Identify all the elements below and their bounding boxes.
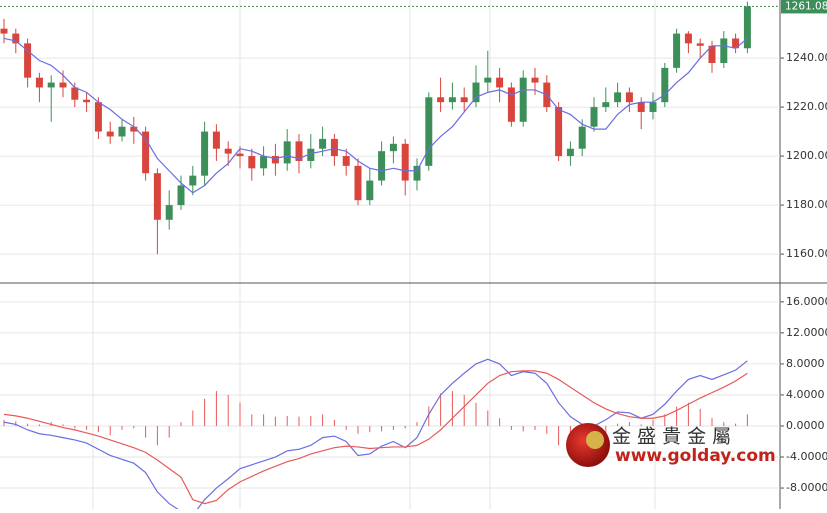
candle-body <box>413 165 421 181</box>
dif-line <box>3 358 748 509</box>
candle-body <box>307 148 315 161</box>
candle-body <box>531 77 539 83</box>
candle-body <box>236 153 244 157</box>
axes: 1160.00 1180.00 1200.00 1220.00 1240.00 1261.… <box>0 0 827 494</box>
candle-body <box>189 175 197 186</box>
candle-body <box>94 102 102 132</box>
candle-body <box>319 138 327 149</box>
candle-body <box>248 156 256 169</box>
candle-body <box>224 148 232 154</box>
candle-body <box>614 92 622 103</box>
y-tick-label: 1200.00 <box>786 149 827 162</box>
y-tick-label: -8.0000 <box>786 481 827 494</box>
candle-body <box>142 131 150 174</box>
candle-body <box>590 107 598 127</box>
candle-body <box>165 205 173 220</box>
y-tick-label: 0.0000 <box>786 419 825 432</box>
last-price-box <box>781 0 827 14</box>
candle-body <box>425 97 433 166</box>
candle-body <box>271 156 279 164</box>
y-tick-label: 1180.00 <box>786 198 827 211</box>
candle-body <box>35 77 43 88</box>
candle-body <box>696 43 704 46</box>
y-tick-label: 1220.00 <box>786 100 827 113</box>
candle-body <box>260 156 268 169</box>
candle-body <box>153 173 161 220</box>
candle-body <box>106 131 114 137</box>
candle-body <box>59 82 67 88</box>
candle-body <box>389 143 397 152</box>
last-price-label: 1261.08 <box>785 0 827 12</box>
candle-body <box>743 6 751 49</box>
y-tick-label: 16.0000 <box>786 295 827 308</box>
candle-body <box>649 102 657 112</box>
candle-body <box>401 143 409 181</box>
price-panel <box>0 1 780 255</box>
candle-body <box>283 141 291 164</box>
candle-body <box>708 45 716 63</box>
y-tick-label: 8.0000 <box>786 357 825 370</box>
candle-body <box>625 92 633 103</box>
candle-body <box>519 77 527 122</box>
candle-body <box>507 87 515 122</box>
candle-body <box>637 102 645 112</box>
candle-body <box>0 28 8 34</box>
candle-body <box>673 33 681 68</box>
candle-body <box>201 131 209 176</box>
y-tick-label: 1240.00 <box>786 51 827 64</box>
candle-body <box>566 148 574 157</box>
candle-body <box>47 82 55 88</box>
candle-body <box>437 97 445 103</box>
candle-body <box>354 165 362 201</box>
candle-body <box>177 185 185 206</box>
candle-body <box>496 77 504 88</box>
y-tick-label: -4.0000 <box>786 450 827 463</box>
candle-body <box>212 131 220 149</box>
candle-body <box>684 33 692 44</box>
candle-body <box>602 102 610 108</box>
watermark-url: www.golday.com <box>615 446 776 466</box>
candle-body <box>118 126 126 137</box>
candle-body <box>661 67 669 103</box>
candle-body <box>578 126 586 149</box>
macd-panel <box>0 301 780 509</box>
ma-line <box>3 37 748 194</box>
candle-body <box>83 99 91 103</box>
watermark-name: 金 盛 貴 金 屬 <box>612 426 731 448</box>
candle-body <box>366 180 374 201</box>
candle-body <box>448 97 456 103</box>
candle-body <box>732 38 740 49</box>
candle-body <box>130 126 138 132</box>
candle-body <box>472 82 480 103</box>
candle-body <box>71 87 79 100</box>
candle-body <box>720 38 728 63</box>
candle-body <box>342 156 350 166</box>
y-tick-label: 4.0000 <box>786 388 825 401</box>
candle-body <box>24 43 32 78</box>
candle-body <box>12 33 20 44</box>
candle-body <box>555 107 563 157</box>
watermark: 金 盛 貴 金 屬 www.golday.com <box>566 423 776 467</box>
candle-body <box>460 97 468 103</box>
y-tick-label: 12.0000 <box>786 326 827 339</box>
candle-body <box>378 151 386 181</box>
dea-line <box>3 370 748 505</box>
y-tick-label: 1160.00 <box>786 247 827 260</box>
candle-body <box>484 77 492 83</box>
candle-body <box>330 138 338 157</box>
candle-body <box>295 141 303 161</box>
